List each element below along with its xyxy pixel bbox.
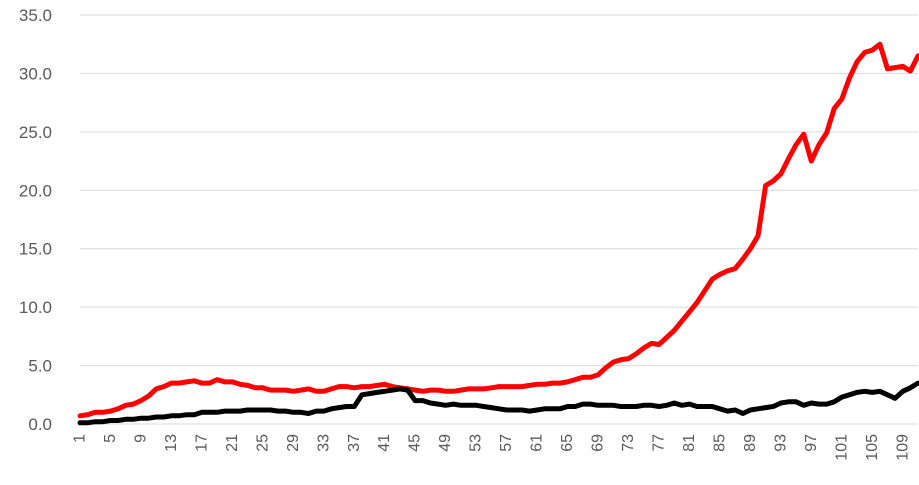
y-tick-label: 0.0 <box>28 415 52 434</box>
x-tick-label: 1 <box>72 434 89 443</box>
y-tick-label: 20.0 <box>19 181 52 200</box>
x-tick-label: 21 <box>224 434 241 452</box>
series-lines <box>77 41 919 426</box>
x-tick-label: 65 <box>559 434 576 452</box>
x-tick-label: 81 <box>681 434 698 452</box>
x-tick-label: 57 <box>498 434 515 452</box>
y-tick-label: 5.0 <box>28 357 52 376</box>
y-tick-label: 25.0 <box>19 123 52 142</box>
x-tick-label: 33 <box>315 434 332 452</box>
x-tick-label: 69 <box>590 434 607 452</box>
x-tick-label: 61 <box>529 434 546 452</box>
x-tick-label: 13 <box>163 434 180 452</box>
y-tick-label: 35.0 <box>19 6 52 25</box>
x-tick-label: 109 <box>894 434 911 461</box>
x-tick-label: 25 <box>254 434 271 452</box>
x-tick-label: 29 <box>285 434 302 452</box>
x-tick-label: 89 <box>742 434 759 452</box>
gridlines <box>80 14 918 425</box>
x-tick-label: 105 <box>864 434 881 461</box>
x-tick-label: 49 <box>437 434 454 452</box>
x-tick-label: 77 <box>650 434 667 452</box>
x-tick-label: 41 <box>376 434 393 452</box>
x-tick-label: 101 <box>833 434 850 461</box>
x-tick-label: 5 <box>102 434 119 443</box>
x-tick-label: 9 <box>132 434 149 443</box>
x-axis: 1 5 9 13 17 21 25 29 33 37 41 45 49 53 57 61 65 69 73 77 81 8… <box>72 434 912 461</box>
x-tick-label: 73 <box>620 434 637 452</box>
x-tick-label: 45 <box>407 434 424 452</box>
x-tick-label: 17 <box>193 434 210 452</box>
x-tick-label: 93 <box>772 434 789 452</box>
y-axis: 0.0 5.0 10.0 15.0 20.0 25.0 30.0 35.0 <box>19 6 52 434</box>
x-tick-label: 85 <box>711 434 728 452</box>
x-tick-label: 37 <box>346 434 363 452</box>
series-line-red <box>77 41 919 419</box>
x-tick-label: 97 <box>803 434 820 452</box>
y-tick-label: 30.0 <box>19 64 52 83</box>
y-tick-label: 15.0 <box>19 240 52 259</box>
y-tick-label: 10.0 <box>19 298 52 317</box>
series-line-black <box>77 380 919 426</box>
x-tick-label: 53 <box>468 434 485 452</box>
